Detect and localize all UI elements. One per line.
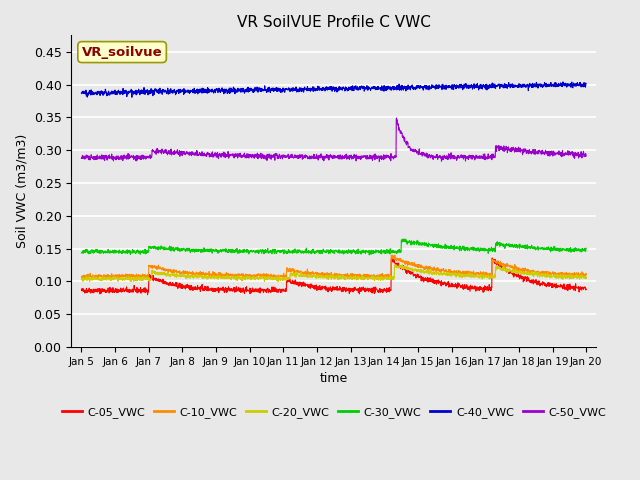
- Text: VR_soilvue: VR_soilvue: [82, 46, 163, 59]
- Y-axis label: Soil VWC (m3/m3): Soil VWC (m3/m3): [15, 134, 28, 248]
- Legend: C-05_VWC, C-10_VWC, C-20_VWC, C-30_VWC, C-40_VWC, C-50_VWC: C-05_VWC, C-10_VWC, C-20_VWC, C-30_VWC, …: [57, 402, 611, 422]
- Title: VR SoilVUE Profile C VWC: VR SoilVUE Profile C VWC: [237, 15, 431, 30]
- X-axis label: time: time: [319, 372, 348, 385]
